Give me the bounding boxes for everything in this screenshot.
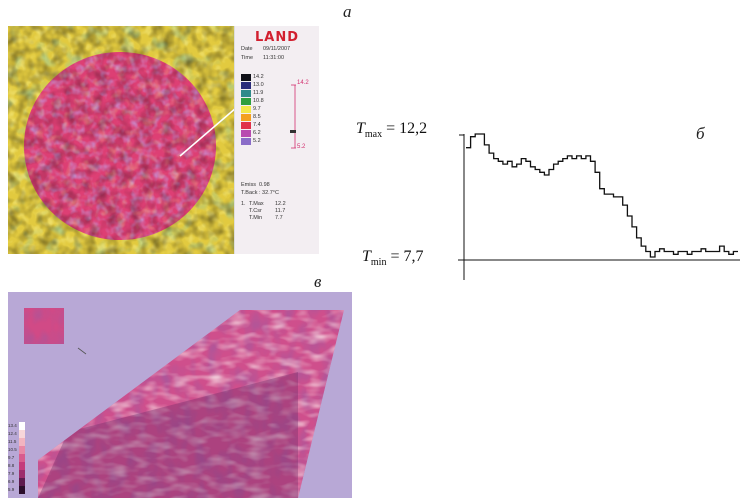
tmin-label: Tmin = 7,7 [362,248,424,269]
tback-label: T.Back [241,190,258,196]
hist-scale-swatch [19,454,25,462]
tback-value: : 32.7°C [259,190,279,196]
scale-swatch [241,74,251,81]
line-index: 1. [241,201,246,207]
scale-swatch [241,106,251,113]
hist-scale-swatch [19,486,25,494]
scale-value: 14.2 [253,74,264,80]
camera-info-panel: LAND Date 09/11/2007 Time 11:31:00 14.2 1… [234,26,319,254]
hist-scale-swatch [19,430,25,438]
histogram-3d: 13.4 12.4 11.5 10.5 9.7 8.8 7.9 6.9 5.9 [8,292,352,498]
scale-swatch [241,130,251,137]
land-logo: LAND [255,30,300,45]
tmax-info-label: T.Max [249,201,264,207]
hist-scale-swatch [19,438,25,446]
hist-scale-swatch [19,462,25,470]
date-label: Date [241,46,253,52]
scale-value: 11.9 [253,90,264,96]
profile-series-line [466,133,738,258]
date-value: 09/11/2007 [263,46,291,52]
time-value: 11:31:00 [263,55,285,61]
scale-swatch [241,138,251,145]
temperature-profile-chart [458,133,740,280]
tmax-label: Tmax = 12,2 [356,120,428,141]
hist-scale-swatch [19,478,25,486]
hist-scale-value: 5.9 [8,487,15,492]
scale-swatch [241,114,251,121]
scale-swatch [241,82,251,89]
tmin-info-label: T.Min [249,215,263,221]
scale-swatch [241,122,251,129]
tcsr-info-value: 11.7 [275,208,286,214]
hist-scale-value: 8.8 [8,463,15,468]
scale-swatch [241,98,251,105]
hist-scale-swatch [19,470,25,478]
range-min-label: 5.2 [297,144,306,150]
tmax-info-value: 12.2 [275,201,286,207]
scale-swatch [241,90,251,97]
hist-scale-value: 6.9 [8,479,15,484]
hist-scale-value: 7.9 [8,471,15,476]
hist-scale-value: 13.4 [8,423,17,428]
scale-value: 7.4 [253,122,261,128]
hist-scale-value: 12.4 [8,431,17,436]
scale-value: 10.8 [253,98,264,104]
scale-value: 8.5 [253,114,261,120]
hist-scale-swatch [19,422,25,430]
thermal-image [8,26,234,254]
hist-scale-swatch [19,446,25,454]
range-max-label: 14.2 [297,80,309,86]
panel-label-b: б [696,124,705,143]
emiss-value: 0.98 [259,182,270,188]
scale-value: 9.7 [253,106,261,112]
hist-scale-value: 10.5 [8,447,17,452]
scale-value: 5.2 [253,138,261,144]
emiss-label: Emiss [241,182,256,188]
range-bracket-icon [290,84,296,149]
tmin-info-value: 7.7 [275,215,283,221]
panel-label-c: в [314,272,322,291]
tcsr-info-label: T.Csr [249,208,262,214]
scale-value: 13.0 [253,82,264,88]
scale-value: 6.2 [253,130,261,136]
hist-scale-value: 9.7 [8,455,15,460]
panel-label-a: а [343,2,352,21]
hist-scale-value: 11.5 [8,439,17,444]
time-label: Time [241,55,254,61]
